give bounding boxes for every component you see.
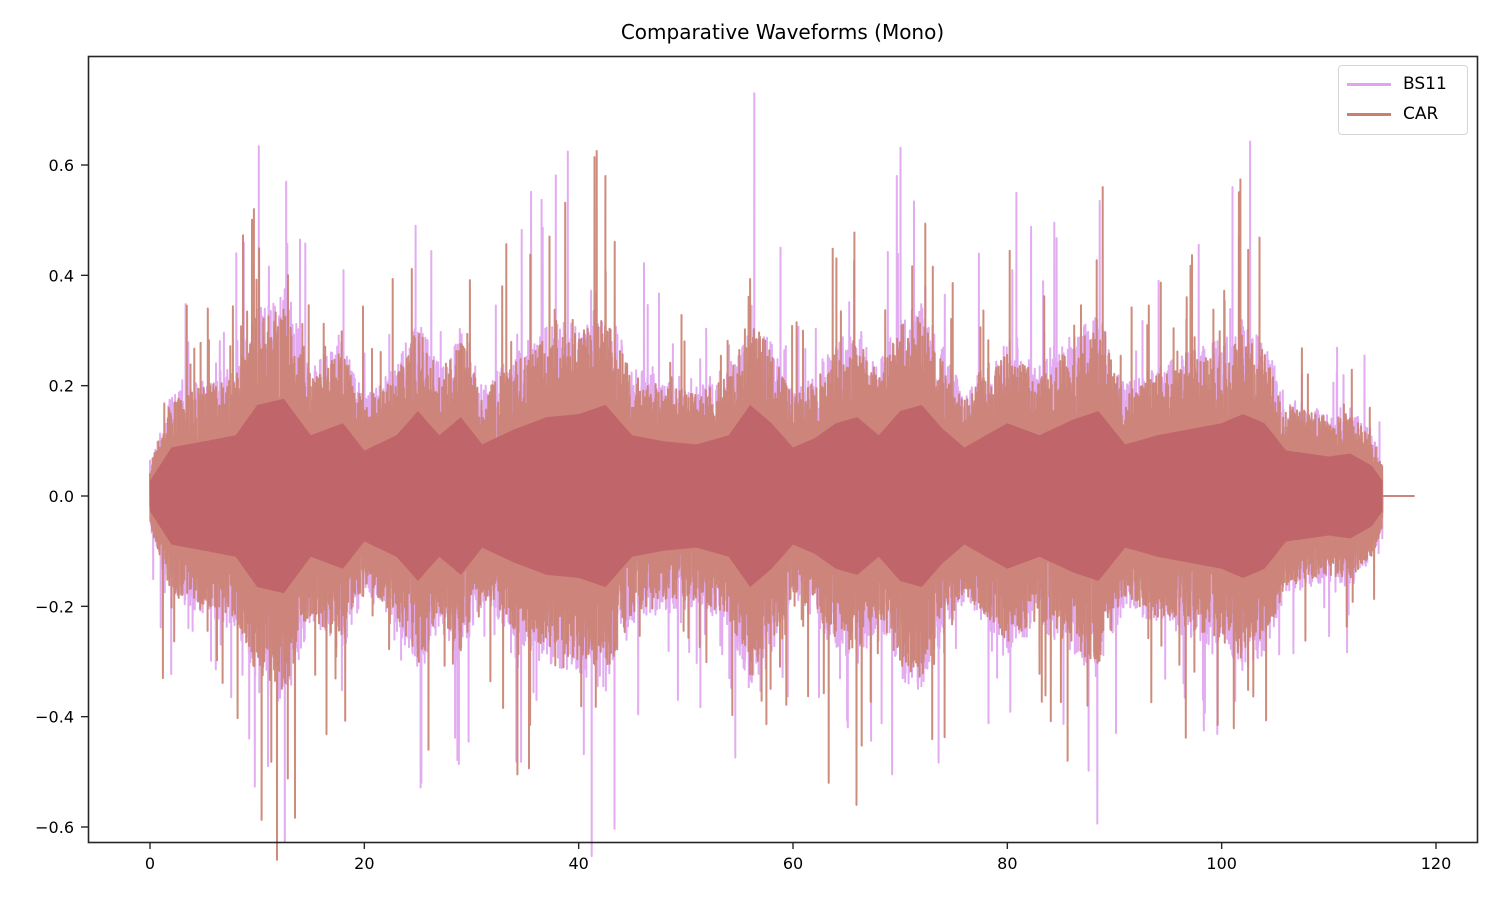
legend: BS11 CAR [1338,65,1468,135]
y-tick-label: 0.0 [49,487,74,506]
y-tick-label: 0.2 [49,377,74,396]
x-tick-label: 60 [783,854,803,873]
x-tick-label: 0 [145,854,155,873]
y-tick-label: −0.4 [35,708,74,727]
legend-label-bs11: BS11 [1403,74,1447,94]
legend-item-car: CAR [1347,102,1438,126]
chart-title: Comparative Waveforms (Mono) [620,20,945,44]
y-tick-label: −0.2 [35,597,74,616]
y-tick-label: 0.4 [49,266,74,285]
x-tick-label: 120 [1421,854,1452,873]
x-tick-label: 100 [1206,854,1237,873]
x-tick-label: 20 [354,854,374,873]
x-axis-ticks: 0 20 40 60 80 100 120 [145,842,1451,873]
axes-frame [87,55,1479,844]
legend-swatch-bs11 [1347,82,1391,86]
y-tick-label: −0.6 [35,818,74,837]
waveform-dense-core [150,398,1383,594]
legend-swatch-car [1347,112,1391,116]
x-tick-label: 80 [997,854,1017,873]
x-tick-label: 40 [568,854,588,873]
legend-label-car: CAR [1403,104,1439,124]
y-tick-label: 0.6 [49,156,74,175]
y-axis-ticks: −0.6 −0.4 −0.2 0.0 0.2 0.4 0.6 [35,156,88,837]
legend-item-bs11: BS11 [1347,72,1447,96]
waveform-lines [149,92,1415,861]
